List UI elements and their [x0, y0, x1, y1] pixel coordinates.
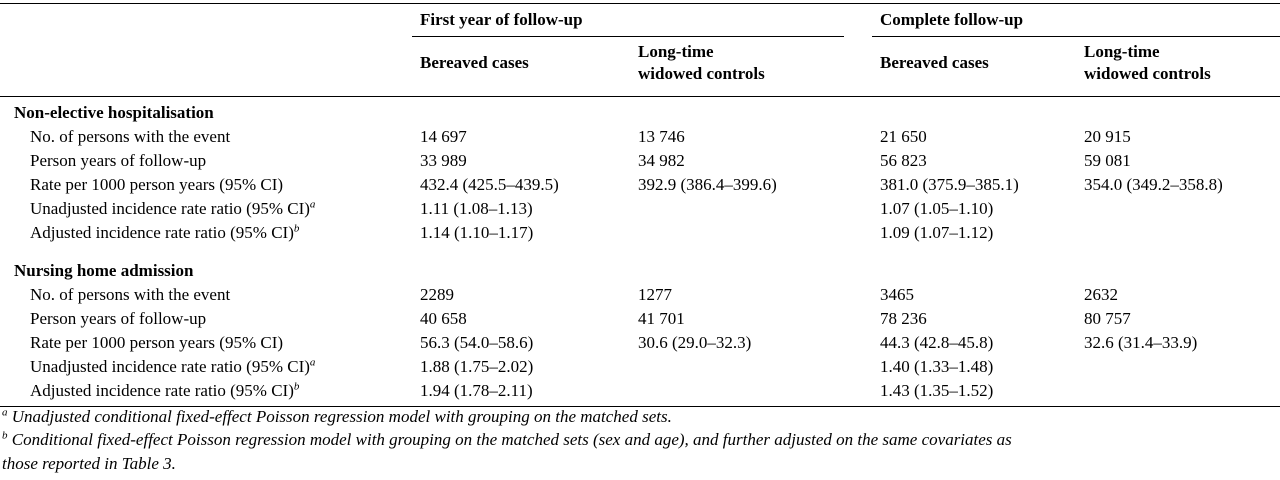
row-label-text: Rate per 1000 person years (95% CI): [30, 333, 284, 352]
col-header-bereaved-2: Bereaved cases: [880, 53, 989, 72]
value-cell: 40 658: [420, 309, 467, 328]
value-cell: 34 982: [638, 151, 685, 170]
row-label-text: Person years of follow-up: [30, 309, 207, 328]
row-label: No. of persons with the event: [30, 285, 230, 305]
header-bottom-rule: [0, 96, 1280, 97]
footnote-a: a Unadjusted conditional fixed-effect Po…: [2, 405, 672, 429]
group-header-complete: Complete follow-up: [880, 10, 1024, 29]
value-cell: 56.3 (54.0–58.6): [420, 333, 534, 352]
row-label-text: No. of persons with the event: [30, 285, 231, 304]
value-cell: 392.9 (386.4–399.6): [638, 175, 777, 194]
row-label-text: Unadjusted incidence rate ratio (95% CI): [30, 357, 310, 376]
footnote-marker: a: [309, 356, 316, 369]
value-cell: 1.43 (1.35–1.52): [880, 381, 994, 400]
value-cell: 21 650: [880, 127, 927, 146]
footnote-b: b Conditional fixed-effect Poisson regre…: [2, 428, 1012, 452]
value-cell: 13 746: [638, 127, 685, 146]
section-title: Non-elective hospitalisation: [14, 103, 214, 122]
footnote-text: those reported in Table 3.: [2, 454, 176, 473]
row-label: Unadjusted incidence rate ratio (95% CI)…: [30, 357, 315, 377]
group1-underline: [412, 36, 844, 37]
value-cell: 33 989: [420, 151, 467, 170]
value-cell: 32.6 (31.4–33.9): [1084, 333, 1198, 352]
col-header-controls-2-line1: Long-time: [1084, 42, 1160, 61]
value-cell: 80 757: [1084, 309, 1131, 328]
value-cell: 30.6 (29.0–32.3): [638, 333, 752, 352]
row-label: No. of persons with the event: [30, 127, 230, 147]
col-header-bereaved-1: Bereaved cases: [420, 53, 529, 72]
table-top-rule: [0, 3, 1280, 4]
value-cell: 41 701: [638, 309, 685, 328]
row-label-text: Person years of follow-up: [30, 151, 207, 170]
row-label-text: Adjusted incidence rate ratio (95% CI): [30, 381, 294, 400]
row-label: Adjusted incidence rate ratio (95% CI)b: [30, 381, 299, 401]
value-cell: 432.4 (425.5–439.5): [420, 175, 559, 194]
value-cell: 2632: [1084, 285, 1118, 304]
row-label: Person years of follow-up: [30, 309, 206, 329]
value-cell: 1.14 (1.10–1.17): [420, 223, 534, 242]
footnote-marker: b: [293, 222, 300, 235]
footnote-text: Conditional fixed-effect Poisson regress…: [11, 430, 1012, 449]
col-header-controls-1-line2: widowed controls: [638, 64, 765, 83]
section-title: Nursing home admission: [14, 261, 194, 280]
row-label-text: No. of persons with the event: [30, 127, 231, 146]
row-label-text: Adjusted incidence rate ratio (95% CI): [30, 223, 294, 242]
row-label: Unadjusted incidence rate ratio (95% CI)…: [30, 199, 315, 219]
value-cell: 3465: [880, 285, 914, 304]
group2-underline: [872, 36, 1280, 37]
row-label-text: Unadjusted incidence rate ratio (95% CI): [30, 199, 310, 218]
value-cell: 1.40 (1.33–1.48): [880, 357, 994, 376]
value-cell: 1.88 (1.75–2.02): [420, 357, 534, 376]
footnote-marker: b: [2, 429, 8, 442]
value-cell: 59 081: [1084, 151, 1131, 170]
value-cell: 78 236: [880, 309, 927, 328]
value-cell: 44.3 (42.8–45.8): [880, 333, 994, 352]
value-cell: 1.94 (1.78–2.11): [420, 381, 533, 400]
row-label: Rate per 1000 person years (95% CI): [30, 333, 283, 353]
value-cell: 354.0 (349.2–358.8): [1084, 175, 1223, 194]
value-cell: 1.07 (1.05–1.10): [880, 199, 994, 218]
row-label-text: Rate per 1000 person years (95% CI): [30, 175, 284, 194]
group-header-first-year: First year of follow-up: [420, 10, 583, 29]
footnote-marker: a: [309, 198, 316, 211]
value-cell: 20 915: [1084, 127, 1131, 146]
footnote-b-continuation: those reported in Table 3.: [2, 452, 176, 476]
row-label: Adjusted incidence rate ratio (95% CI)b: [30, 223, 299, 243]
table-bottom-rule: [0, 406, 1280, 407]
value-cell: 2289: [420, 285, 454, 304]
value-cell: 1277: [638, 285, 672, 304]
value-cell: 1.09 (1.07–1.12): [880, 223, 994, 242]
footnote-marker: a: [2, 406, 8, 419]
value-cell: 1.11 (1.08–1.13): [420, 199, 533, 218]
value-cell: 381.0 (375.9–385.1): [880, 175, 1019, 194]
row-label: Person years of follow-up: [30, 151, 206, 171]
col-header-controls-1-line1: Long-time: [638, 42, 714, 61]
footnote-text: Unadjusted conditional fixed-effect Pois…: [11, 407, 672, 426]
footnote-marker: b: [293, 380, 300, 393]
value-cell: 56 823: [880, 151, 927, 170]
row-label: Rate per 1000 person years (95% CI): [30, 175, 283, 195]
col-header-controls-2-line2: widowed controls: [1084, 64, 1211, 83]
value-cell: 14 697: [420, 127, 467, 146]
